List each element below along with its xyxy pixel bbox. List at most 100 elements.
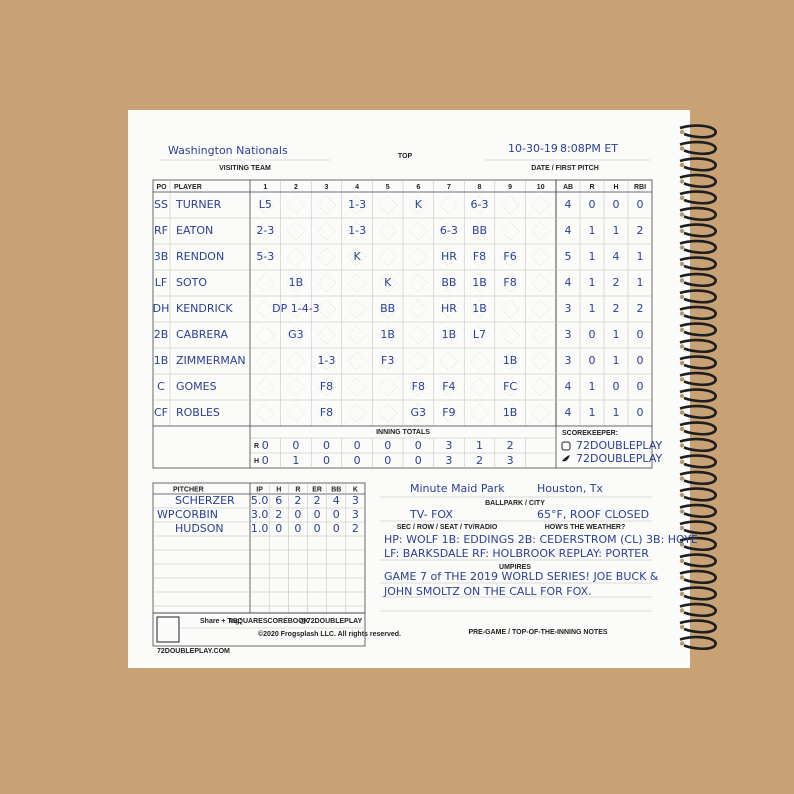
- play: K: [353, 250, 361, 263]
- hole: [679, 162, 685, 168]
- player-name: ZIMMERMAN: [176, 354, 246, 367]
- batting-stat: 1: [637, 250, 644, 263]
- column-header: 4: [355, 184, 359, 191]
- totals-label: R: [254, 443, 259, 450]
- ballpark-label: BALLPARK / CITY: [485, 500, 545, 507]
- inning-total: 3: [445, 439, 452, 452]
- diamond: [286, 377, 306, 397]
- hole: [679, 575, 685, 580]
- play: 1B: [472, 302, 487, 315]
- diamond: [286, 325, 306, 345]
- player-name: CABRERA: [176, 328, 229, 341]
- diamond: [500, 299, 520, 319]
- ring: [679, 157, 717, 172]
- pitching-stat: 1.0: [251, 522, 269, 535]
- ring: [679, 586, 717, 601]
- hole: [679, 459, 685, 465]
- inning-totals-label: INNING TOTALS: [376, 429, 430, 436]
- diamond: [255, 325, 275, 345]
- note-line: JOHN SMOLTZ ON THE CALL FOR FOX.: [383, 585, 592, 598]
- ring: [679, 487, 717, 502]
- diamond: [531, 403, 551, 423]
- position: RF: [154, 224, 168, 237]
- hole: [679, 179, 685, 184]
- play: 6-3: [440, 224, 458, 237]
- diamond: [531, 351, 551, 371]
- pitcher-column-header: BB: [331, 486, 341, 493]
- inning-total: 0: [262, 439, 269, 452]
- hole: [679, 492, 685, 498]
- batting-stat: 2: [637, 302, 644, 315]
- column-header: 9: [508, 184, 512, 191]
- ring: [679, 239, 717, 255]
- pitching-stat: 0: [294, 508, 301, 521]
- diamond: [317, 325, 336, 345]
- diamond: [470, 325, 489, 345]
- inning-total: 0: [384, 454, 391, 467]
- diamond: [408, 299, 428, 319]
- play: 1B: [503, 354, 518, 367]
- ring: [679, 173, 717, 189]
- diamond: [500, 195, 520, 215]
- inning-total: 0: [323, 454, 330, 467]
- play: 1-3: [348, 198, 366, 211]
- position: C: [157, 380, 165, 393]
- batting-stat: 1: [589, 380, 596, 393]
- diamond: [470, 273, 489, 293]
- player-name: TURNER: [175, 198, 222, 211]
- batting-stat: 0: [613, 198, 620, 211]
- pitcher-column-header: R: [295, 486, 300, 493]
- play: BB: [441, 276, 456, 289]
- column-header: 2: [294, 184, 298, 191]
- pitching-stat: 0: [294, 522, 301, 535]
- play: 6-3: [471, 198, 489, 211]
- batting-stat: 0: [589, 354, 596, 367]
- play: F6: [503, 250, 516, 263]
- diamond: [378, 299, 398, 319]
- ring: [679, 536, 717, 552]
- player-name: SOTO: [176, 276, 207, 289]
- ring: [679, 190, 717, 205]
- play: F8: [473, 250, 486, 263]
- hole: [679, 327, 685, 333]
- position: SS: [154, 198, 168, 211]
- hole: [679, 624, 685, 630]
- totals-label: H: [254, 458, 259, 465]
- column-header: AB: [563, 184, 573, 191]
- inning-total: 0: [384, 439, 391, 452]
- inning-total: 0: [323, 439, 330, 452]
- play: 1B: [503, 406, 518, 419]
- player-name: RENDON: [176, 250, 224, 263]
- diamond: [255, 377, 275, 397]
- diamond: [255, 299, 275, 319]
- diamond: [439, 221, 459, 241]
- lineup-grid: [152, 179, 653, 469]
- player-name: ROBLES: [176, 406, 220, 419]
- diamond: [255, 403, 275, 423]
- diamond: [286, 247, 306, 267]
- hole: [679, 410, 685, 415]
- pitching-stat: 0: [333, 508, 340, 521]
- play: F8: [412, 380, 425, 393]
- diamond: [500, 247, 520, 267]
- diamond: [347, 299, 367, 319]
- batting-stat: 1: [613, 406, 620, 419]
- pitching-stat: 2: [314, 494, 321, 507]
- city: Houston, Tx: [537, 482, 603, 495]
- team-label: VISITING TEAM: [219, 165, 271, 172]
- play: F8: [503, 276, 516, 289]
- pitcher-column-header: IP: [256, 486, 263, 493]
- batting-stat: 0: [589, 328, 596, 341]
- hole: [679, 261, 685, 267]
- diamond: [378, 377, 398, 397]
- diamond: [531, 377, 551, 397]
- pitching-stat: 0: [275, 522, 282, 535]
- position: LF: [155, 276, 167, 289]
- diamond: [347, 325, 367, 345]
- column-header: 8: [478, 184, 482, 191]
- ring: [679, 305, 717, 321]
- play: 1B: [472, 276, 487, 289]
- batting-stat: 1: [613, 328, 620, 341]
- diamond: [347, 221, 367, 241]
